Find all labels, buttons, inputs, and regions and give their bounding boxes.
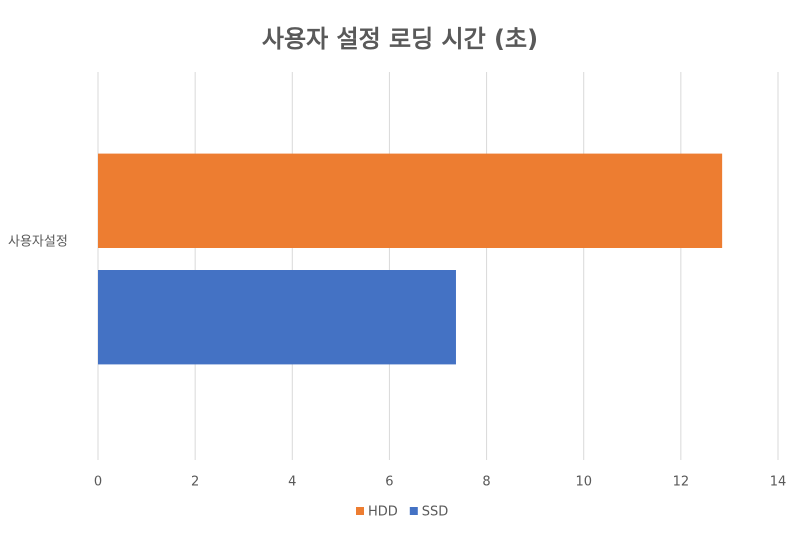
- bar: [98, 270, 456, 365]
- bar: [98, 153, 723, 248]
- chart-title: 사용자 설정 로딩 시간 (초): [262, 25, 538, 53]
- y-tick-label: 사용자설정: [8, 235, 68, 250]
- legend-label: HDD: [368, 505, 398, 520]
- legend-swatch: [409, 507, 418, 515]
- x-tick-label: 4: [288, 475, 296, 490]
- legend-label: SSD: [422, 505, 449, 520]
- x-tick-label: 0: [94, 475, 102, 490]
- x-tick-label: 6: [385, 475, 393, 490]
- legend-swatch: [356, 507, 364, 515]
- x-tick-label: 2: [191, 475, 199, 490]
- x-tick-label: 8: [482, 475, 490, 490]
- x-tick-label: 14: [770, 475, 787, 490]
- x-tick-label: 10: [575, 475, 592, 490]
- x-tick-label: 12: [673, 475, 690, 490]
